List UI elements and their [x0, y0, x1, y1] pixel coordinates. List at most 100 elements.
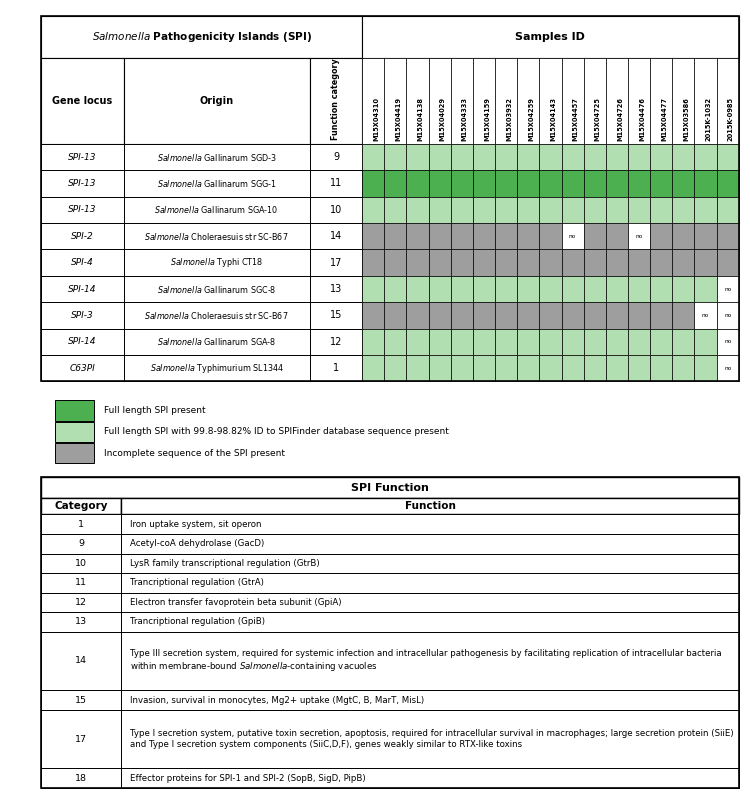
Bar	[495, 302, 517, 329]
Text: SPI-14: SPI-14	[68, 338, 97, 346]
Bar	[518, 329, 539, 355]
Bar	[41, 573, 122, 593]
Text: $\it{Salmonella}$ Gallinarum SGC-8: $\it{Salmonella}$ Gallinarum SGC-8	[157, 283, 277, 294]
Bar	[694, 355, 716, 382]
Bar	[495, 250, 517, 276]
Bar	[606, 170, 628, 197]
Bar	[584, 144, 606, 170]
Text: M15X03586: M15X03586	[683, 97, 689, 141]
Text: M15X04333: M15X04333	[462, 97, 468, 141]
Bar	[628, 276, 650, 302]
Text: $\it{Salmonella}$ Gallinarum SGG-1: $\it{Salmonella}$ Gallinarum SGG-1	[157, 178, 277, 189]
Text: no: no	[702, 313, 709, 318]
Bar	[124, 170, 310, 197]
Bar	[122, 612, 739, 632]
Text: $\it{Salmonella}$ Gallinarum SGA-8: $\it{Salmonella}$ Gallinarum SGA-8	[157, 336, 276, 347]
Bar	[41, 58, 124, 144]
Bar	[672, 144, 694, 170]
Text: SPI-3: SPI-3	[71, 311, 94, 320]
Bar	[628, 58, 650, 144]
Bar	[518, 276, 539, 302]
Bar	[694, 197, 716, 223]
Bar	[518, 250, 539, 276]
Bar	[518, 197, 539, 223]
Bar	[122, 769, 739, 788]
Text: $\it{Salmonella}$ Choleraesuis str SC-B67: $\it{Salmonella}$ Choleraesuis str SC-B6…	[145, 310, 289, 321]
Bar	[562, 355, 584, 382]
Bar	[562, 223, 584, 250]
Text: 13: 13	[330, 284, 342, 294]
Bar	[716, 144, 739, 170]
Bar	[428, 302, 451, 329]
Bar	[384, 276, 406, 302]
Bar	[495, 58, 517, 144]
Bar	[650, 170, 672, 197]
Bar	[473, 58, 495, 144]
Bar	[584, 197, 606, 223]
Bar	[584, 302, 606, 329]
Text: 10: 10	[75, 558, 87, 568]
Bar	[584, 58, 606, 144]
Bar	[539, 355, 562, 382]
Bar	[41, 554, 122, 573]
Bar	[384, 197, 406, 223]
Bar	[584, 223, 606, 250]
Bar	[562, 170, 584, 197]
Text: no: no	[724, 339, 731, 344]
Bar	[451, 329, 473, 355]
Bar	[406, 276, 428, 302]
Bar	[428, 329, 451, 355]
Text: Trancriptional regulation (GtrA): Trancriptional regulation (GtrA)	[130, 578, 264, 587]
Text: Invasion, survival in monocytes, Mg2+ uptake (MgtC, B, MarT, MisL): Invasion, survival in monocytes, Mg2+ up…	[130, 695, 424, 705]
Text: M15X04029: M15X04029	[440, 97, 446, 141]
Bar	[473, 144, 495, 170]
Bar	[628, 223, 650, 250]
Bar	[384, 144, 406, 170]
Bar	[650, 250, 672, 276]
Text: $\it{Salmonella}$ Choleraesuis str SC-B67: $\it{Salmonella}$ Choleraesuis str SC-B6…	[145, 230, 289, 242]
Bar	[428, 58, 451, 144]
Bar	[56, 422, 94, 442]
Bar	[41, 690, 122, 710]
Bar	[41, 534, 122, 554]
Text: $\it{Salmonella}$ Typhi CT18: $\it{Salmonella}$ Typhi CT18	[170, 256, 263, 269]
Bar	[650, 302, 672, 329]
Bar	[451, 144, 473, 170]
Bar	[406, 223, 428, 250]
Bar	[694, 170, 716, 197]
Bar	[310, 144, 362, 170]
Bar	[539, 329, 562, 355]
Bar	[362, 58, 384, 144]
Bar	[384, 355, 406, 382]
Bar	[362, 197, 384, 223]
Bar	[650, 355, 672, 382]
Bar	[694, 58, 716, 144]
Bar	[606, 58, 628, 144]
Text: LysR family transcriptional regulation (GtrB): LysR family transcriptional regulation (…	[130, 558, 320, 568]
Bar	[562, 329, 584, 355]
Bar	[716, 223, 739, 250]
Bar	[473, 329, 495, 355]
Bar	[716, 329, 739, 355]
Bar	[672, 302, 694, 329]
Bar	[406, 58, 428, 144]
Bar	[41, 197, 124, 223]
Bar	[628, 329, 650, 355]
Bar	[562, 250, 584, 276]
Text: M15X03932: M15X03932	[506, 97, 512, 141]
Bar	[628, 197, 650, 223]
Text: M15X04138: M15X04138	[418, 97, 424, 141]
Text: no: no	[724, 366, 731, 370]
Bar	[694, 329, 716, 355]
Bar	[122, 632, 739, 690]
Bar	[428, 197, 451, 223]
Bar	[584, 276, 606, 302]
Bar	[716, 170, 739, 197]
Text: Iron uptake system, sit operon: Iron uptake system, sit operon	[130, 520, 261, 529]
Text: 9: 9	[333, 152, 339, 162]
Text: M15X04419: M15X04419	[395, 97, 401, 141]
Bar	[428, 250, 451, 276]
Bar	[539, 223, 562, 250]
Text: 11: 11	[75, 578, 87, 587]
Bar	[56, 443, 94, 463]
